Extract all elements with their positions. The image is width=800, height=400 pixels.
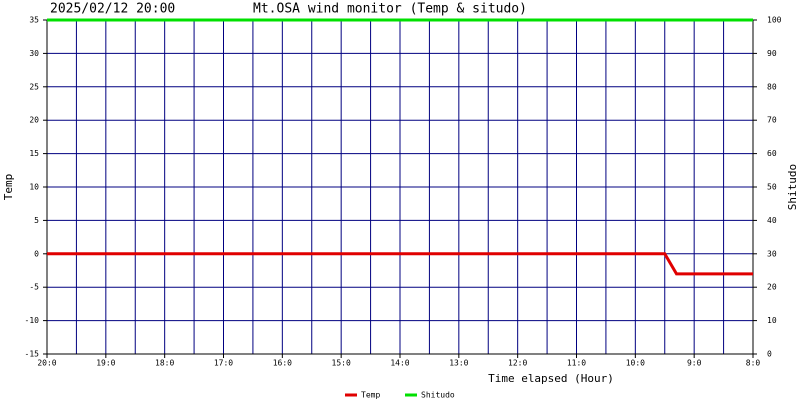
y2-tick-label: 70 bbox=[767, 116, 777, 125]
x-tick-label: 20:0 bbox=[37, 359, 56, 368]
x-tick-label: 11:0 bbox=[567, 359, 586, 368]
y-tick-label: 5 bbox=[34, 216, 39, 225]
y-tick-label: -10 bbox=[25, 316, 40, 325]
x-tick-label: 9:0 bbox=[687, 359, 702, 368]
y2-tick-label: 10 bbox=[767, 316, 777, 325]
y2-tick-label: 60 bbox=[767, 149, 777, 158]
y-tick-label: 30 bbox=[29, 49, 39, 58]
y-tick-label: 15 bbox=[29, 149, 39, 158]
y-tick-label: 35 bbox=[29, 16, 39, 25]
legend-label: Shitudo bbox=[421, 391, 455, 400]
y-tick-label: -5 bbox=[29, 283, 39, 292]
y-tick-label: 10 bbox=[29, 183, 39, 192]
x-tick-label: 16:0 bbox=[273, 359, 292, 368]
y2-tick-label: 0 bbox=[767, 350, 772, 359]
y2-tick-label: 90 bbox=[767, 49, 777, 58]
date-label: 2025/02/12 20:00 bbox=[50, 2, 175, 17]
x-tick-label: 14:0 bbox=[390, 359, 409, 368]
y-tick-label: 20 bbox=[29, 116, 39, 125]
x-tick-label: 13:0 bbox=[449, 359, 468, 368]
y-axis-label: Temp bbox=[2, 174, 15, 201]
y2-axis-label: Shitudo bbox=[786, 164, 799, 210]
y2-tick-label: 100 bbox=[767, 16, 782, 25]
x-tick-label: 12:0 bbox=[508, 359, 527, 368]
x-axis-label: Time elapsed (Hour) bbox=[488, 372, 614, 385]
y-tick-label: -15 bbox=[25, 350, 40, 359]
y2-tick-label: 30 bbox=[767, 249, 777, 258]
x-tick-label: 8:0 bbox=[746, 359, 761, 368]
x-tick-label: 19:0 bbox=[96, 359, 115, 368]
y2-tick-label: 80 bbox=[767, 82, 777, 91]
series-line bbox=[47, 252, 753, 276]
y2-tick-label: 50 bbox=[767, 183, 777, 192]
x-tick-label: 15:0 bbox=[332, 359, 351, 368]
legend-label: Temp bbox=[361, 391, 380, 400]
y-tick-label: 25 bbox=[29, 82, 39, 91]
x-tick-label: 10:0 bbox=[626, 359, 645, 368]
y2-tick-label: 40 bbox=[767, 216, 777, 225]
x-tick-label: 17:0 bbox=[214, 359, 233, 368]
y2-tick-label: 20 bbox=[767, 283, 777, 292]
x-tick-label: 18:0 bbox=[155, 359, 174, 368]
chart-title: Mt.OSA wind monitor (Temp & situdo) bbox=[253, 2, 527, 17]
y-tick-label: 0 bbox=[34, 249, 39, 258]
